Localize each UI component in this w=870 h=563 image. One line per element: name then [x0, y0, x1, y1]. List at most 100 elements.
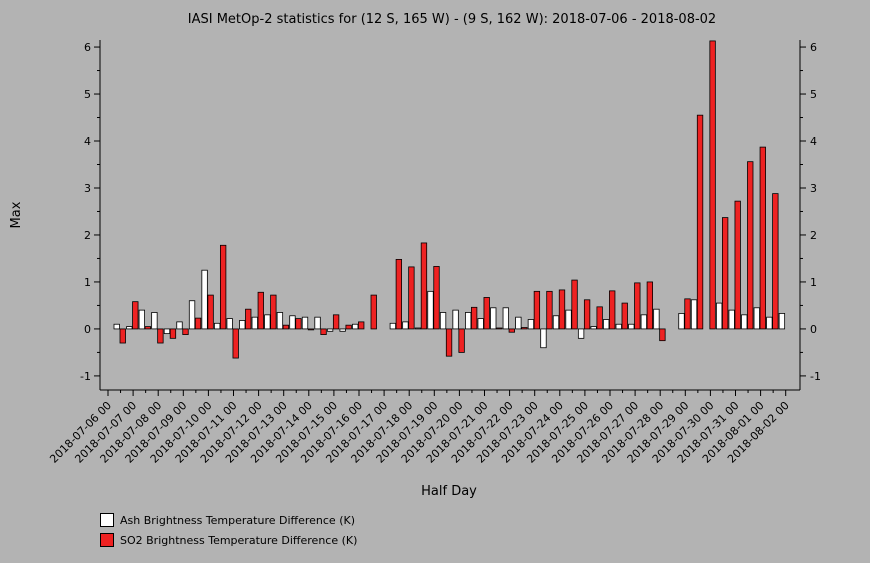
ash-bar	[151, 312, 158, 330]
so2-bar	[747, 161, 754, 330]
ash-bar	[402, 321, 409, 330]
ash-bar	[741, 314, 748, 330]
so2-bar	[144, 326, 152, 330]
so2-bar	[558, 289, 566, 330]
ash-bar	[464, 312, 472, 330]
ash-bar	[427, 290, 434, 330]
y-tick-label-left: 1	[84, 276, 91, 289]
y-tick-label-right: 6	[810, 41, 817, 54]
ash-bar	[276, 312, 284, 330]
so2-bar	[282, 324, 290, 330]
so2-bar	[496, 327, 503, 330]
ash-bar	[452, 309, 459, 330]
y-tick-label-left: 4	[84, 135, 91, 148]
so2-bar	[370, 294, 377, 330]
ash-bar	[326, 328, 334, 332]
so2-bar	[433, 266, 440, 330]
y-tick-label-right: 4	[810, 135, 817, 148]
so2-bar	[320, 328, 327, 335]
so2-bar	[709, 40, 716, 330]
so2-bar	[734, 200, 741, 330]
ash-bar	[201, 269, 208, 330]
so2-bar	[132, 301, 139, 330]
ash-bar	[163, 328, 171, 335]
legend-swatch-so2	[100, 533, 114, 547]
so2-bar	[571, 279, 578, 330]
ash-bar	[540, 328, 547, 349]
legend-item-ash: Ash Brightness Temperature Difference (K…	[100, 513, 355, 527]
so2-bar	[157, 328, 164, 344]
ash-bar	[753, 307, 760, 330]
so2-bar	[182, 328, 189, 335]
so2-bar	[583, 299, 591, 330]
so2-bar	[358, 321, 365, 330]
so2-bar	[722, 217, 729, 330]
so2-bar	[621, 302, 628, 330]
y-tick-label-right: 1	[810, 276, 817, 289]
so2-bar	[546, 290, 553, 330]
y-tick-label-right: 3	[810, 182, 817, 195]
so2-bar	[483, 297, 490, 330]
so2-bar	[270, 294, 277, 330]
so2-bar	[533, 290, 541, 330]
ash-bar	[502, 307, 509, 330]
so2-bar	[169, 328, 177, 339]
so2-bar	[232, 328, 239, 359]
ash-bar	[188, 300, 196, 330]
y-tick-label-left: 5	[84, 88, 91, 101]
so2-bar	[508, 328, 515, 333]
so2-bar	[219, 244, 227, 330]
so2-bar	[408, 266, 415, 330]
ash-bar	[239, 320, 246, 330]
so2-bar	[634, 282, 641, 330]
ash-bar	[251, 316, 258, 330]
legend-label-so2: SO2 Brightness Temperature Difference (K…	[120, 533, 358, 547]
ash-bar	[515, 316, 522, 330]
legend-swatch-ash	[100, 513, 114, 527]
so2-bar	[646, 281, 653, 330]
so2-bar	[696, 114, 704, 330]
chart-title: IASI MetOp-2 statistics for (12 S, 165 W…	[188, 12, 716, 27]
ash-bar	[264, 314, 271, 330]
y-tick-label-right: 2	[810, 229, 817, 242]
so2-bar	[345, 324, 352, 330]
ash-bar	[690, 299, 698, 330]
x-axis-label: Half Day	[421, 484, 477, 499]
y-tick-label-left: 2	[84, 229, 91, 242]
ash-bar	[527, 319, 535, 330]
so2-bar	[295, 318, 302, 330]
ash-bar	[439, 312, 447, 330]
so2-bar	[307, 328, 315, 331]
y-tick-label-right: 5	[810, 88, 817, 101]
ash-bar	[414, 327, 422, 330]
ash-bar	[289, 315, 296, 330]
so2-bar	[257, 291, 264, 330]
y-tick-label-right: 0	[810, 323, 817, 336]
ash-bar	[352, 323, 359, 330]
ash-bar	[138, 309, 146, 330]
so2-bar	[458, 328, 465, 353]
so2-bar	[659, 328, 666, 342]
y-tick-label-left: -1	[80, 370, 91, 383]
ash-bar	[314, 316, 321, 330]
so2-bar	[684, 298, 691, 330]
so2-bar	[521, 327, 528, 330]
ash-bar	[176, 321, 183, 330]
ash-bar	[653, 308, 660, 330]
ash-bar	[389, 322, 397, 330]
ash-bar	[590, 326, 597, 330]
legend-label-ash: Ash Brightness Temperature Difference (K…	[120, 513, 355, 527]
ash-bar	[603, 319, 610, 330]
ash-bar	[301, 316, 309, 330]
ash-bar	[113, 323, 120, 330]
ash-bar	[615, 323, 622, 330]
so2-bar	[207, 294, 214, 330]
ash-bar	[565, 309, 572, 330]
ash-bar	[477, 318, 484, 330]
ash-bar	[226, 318, 233, 330]
ash-bar	[766, 316, 773, 330]
ash-bar	[213, 322, 221, 330]
so2-bar	[420, 242, 428, 330]
